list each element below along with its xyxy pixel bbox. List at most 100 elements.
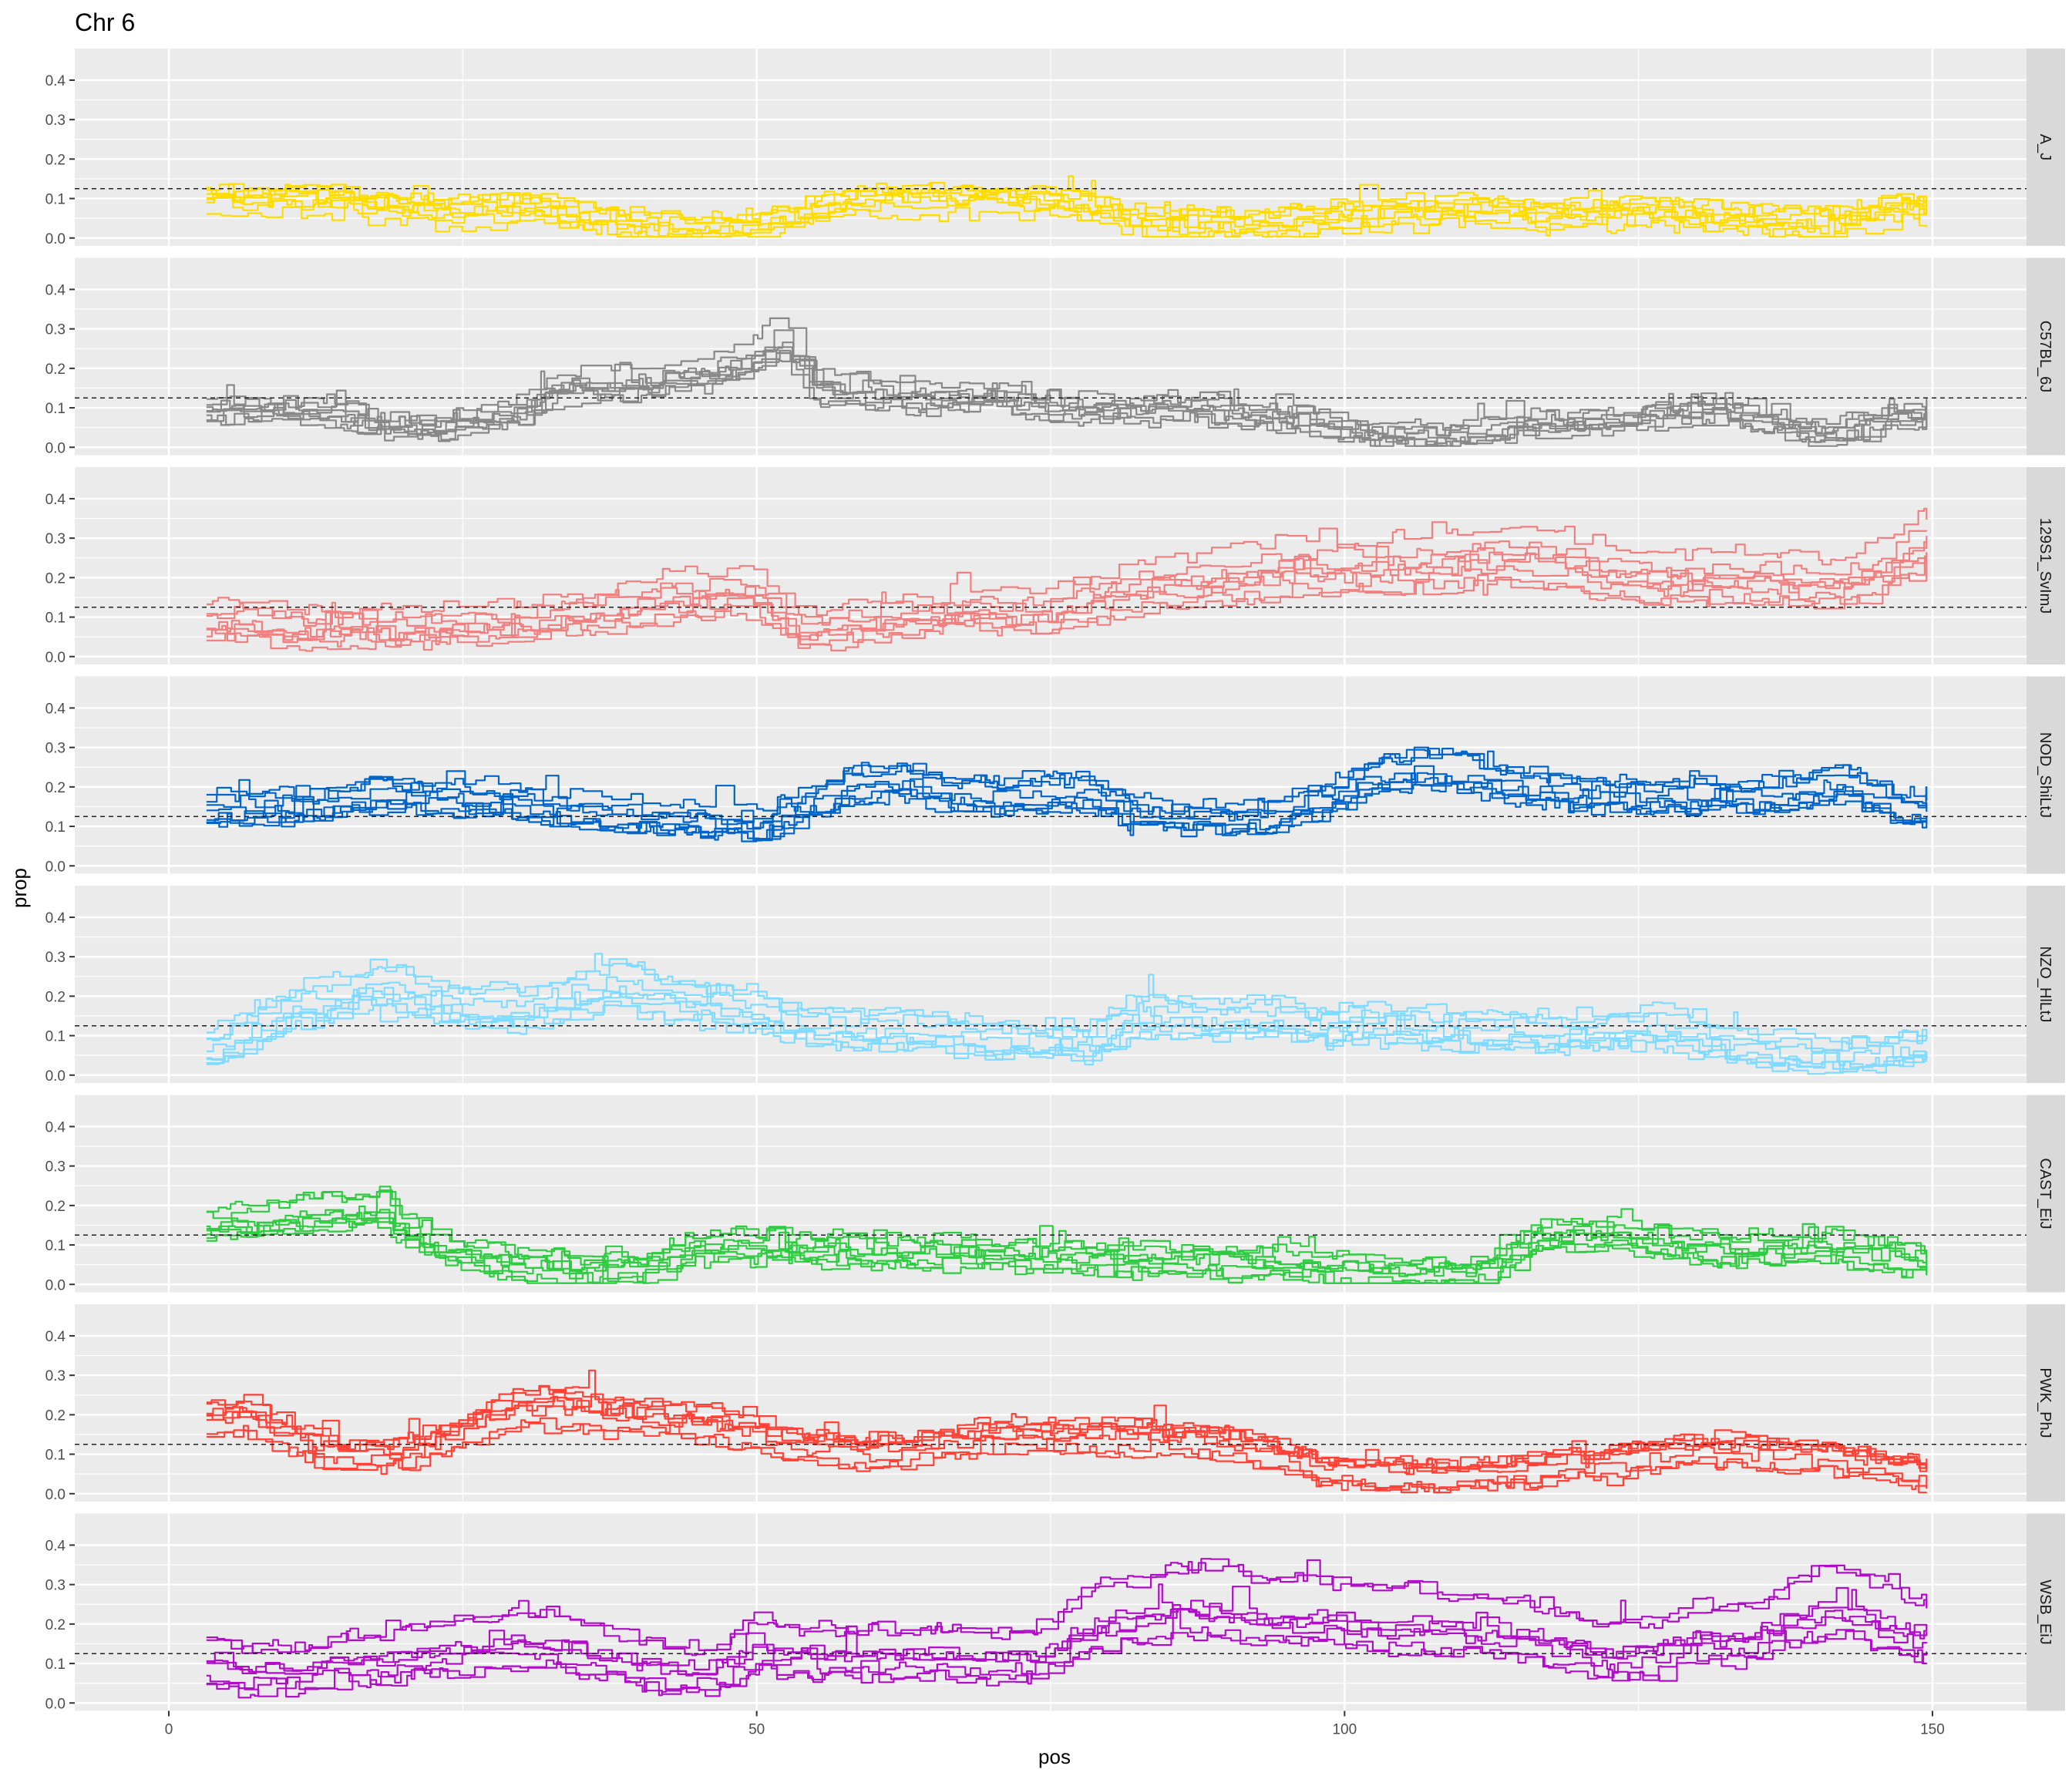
y-tick-label: 0.1 — [45, 1448, 66, 1464]
series-line-a_j — [206, 175, 1928, 224]
series-line-cast_eij — [206, 1210, 1928, 1277]
y-tick-label: 0.2 — [45, 1617, 66, 1633]
series-line-a_j — [206, 188, 1928, 238]
y-tick-label: 0.0 — [45, 1487, 66, 1503]
series-line-wsb_eij — [206, 1608, 1928, 1674]
y-tick-label: 0.3 — [45, 1368, 66, 1384]
series-line-129s1_svimj — [206, 568, 1928, 652]
facet-strip — [2027, 1095, 2065, 1293]
y-tick-label: 0.1 — [45, 1657, 66, 1673]
series-line-cast_eij — [206, 1217, 1928, 1284]
series-line-pwk_phj — [206, 1395, 1928, 1469]
series-line-129s1_svimj — [206, 530, 1928, 626]
y-tick-label: 0.3 — [45, 531, 66, 547]
facet-strip — [2027, 49, 2065, 246]
facet-strip — [2027, 467, 2065, 664]
series-line-a_j — [206, 199, 1928, 238]
chart-title: Chr 6 — [75, 8, 135, 36]
series-line-pwk_phj — [206, 1393, 1928, 1472]
y-tick-label: 0.0 — [45, 440, 66, 456]
series-line-c57bl_6j — [206, 359, 1928, 447]
y-tick-label: 0.2 — [45, 989, 66, 1005]
facet-panels: 0.0 0.1 0.2 0.3 0.4 A_J 0.0 0.1 0.2 0.3 0.4 C57BL_6… — [45, 49, 2065, 1712]
facet-label: C57BL_6J — [2037, 321, 2054, 392]
y-tick-label: 0.0 — [45, 1068, 66, 1085]
x-tick-label: 50 — [748, 1722, 765, 1738]
facet-label: A_J — [2037, 134, 2054, 160]
y-tick-label: 0.2 — [45, 570, 66, 587]
series-line-nod_shiltj — [206, 772, 1928, 840]
series-line-a_j — [206, 191, 1928, 234]
x-tick-label: 150 — [1920, 1722, 1945, 1738]
y-tick-label: 0.2 — [45, 780, 66, 796]
y-tick-label: 0.2 — [45, 1408, 66, 1424]
series-line-a_j — [206, 191, 1928, 237]
y-tick-label: 0.0 — [45, 1696, 66, 1712]
y-tick-label: 0.3 — [45, 1159, 66, 1176]
y-tick-label: 0.1 — [45, 1238, 66, 1254]
x-axis-title: pos — [1038, 1745, 1071, 1768]
facet-label: NOD_ShiLtJ — [2037, 732, 2054, 818]
facet-strip — [2027, 1513, 2065, 1711]
series-line-nod_shiltj — [206, 782, 1928, 842]
y-tick-label: 0.2 — [45, 1199, 66, 1215]
y-axis-title: prop — [8, 868, 31, 908]
y-tick-label: 0.4 — [45, 1119, 66, 1135]
y-tick-label: 0.3 — [45, 322, 66, 338]
y-tick-label: 0.4 — [45, 1329, 66, 1345]
series-line-129s1_svimj — [206, 555, 1928, 648]
panel-c57bl_6j: 0.0 0.1 0.2 0.3 0.4 C57BL_6J — [45, 257, 2065, 456]
facet-strip — [2027, 1304, 2065, 1502]
series-line-129s1_svimj — [206, 507, 1928, 617]
series-line-pwk_phj — [206, 1369, 1928, 1475]
series-line-a_j — [206, 192, 1928, 238]
series-line-nod_shiltj — [206, 746, 1928, 812]
panel-cast_eij: 0.0 0.1 0.2 0.3 0.4 CAST_EiJ — [45, 1095, 2065, 1293]
series-line-cast_eij — [206, 1186, 1928, 1270]
y-tick-label: 0.0 — [45, 859, 66, 875]
y-tick-label: 0.3 — [45, 741, 66, 757]
y-tick-label: 0.2 — [45, 362, 66, 378]
panel-pwk_phj: 0.0 0.1 0.2 0.3 0.4 PWK_PhJ — [45, 1304, 2065, 1503]
y-tick-label: 0.0 — [45, 650, 66, 666]
series-line-129s1_svimj — [206, 536, 1928, 641]
y-tick-label: 0.4 — [45, 701, 66, 717]
y-tick-label: 0.4 — [45, 282, 66, 298]
series-line-nzo_hlltj — [206, 992, 1928, 1069]
panel-nzo_hlltj: 0.0 0.1 0.2 0.3 0.4 NZO_HlLtJ — [45, 886, 2065, 1085]
panel-nod_shiltj: 0.0 0.1 0.2 0.3 0.4 NOD_ShiLtJ — [45, 676, 2065, 875]
series-line-c57bl_6j — [206, 349, 1928, 431]
facet-label: 129S1_SvImJ — [2037, 518, 2054, 614]
series-line-wsb_eij — [206, 1603, 1928, 1676]
y-tick-label: 0.3 — [45, 1578, 66, 1594]
panel-a_j: 0.0 0.1 0.2 0.3 0.4 A_J — [45, 49, 2065, 247]
series-line-wsb_eij — [206, 1558, 1928, 1654]
series-line-nzo_hlltj — [206, 953, 1928, 1044]
y-tick-label: 0.4 — [45, 910, 66, 927]
series-line-nod_shiltj — [206, 765, 1928, 829]
y-tick-label: 0.4 — [45, 492, 66, 508]
y-tick-label: 0.1 — [45, 192, 66, 208]
y-tick-label: 0.1 — [45, 610, 66, 627]
series-line-nzo_hlltj — [206, 995, 1928, 1075]
y-tick-label: 0.1 — [45, 1029, 66, 1045]
y-tick-label: 0.1 — [45, 819, 66, 836]
series-line-c57bl_6j — [206, 346, 1928, 443]
series-line-wsb_eij — [206, 1604, 1928, 1699]
y-tick-label: 0.3 — [45, 950, 66, 966]
series-line-cast_eij — [206, 1217, 1928, 1284]
y-tick-label: 0.2 — [45, 152, 66, 168]
series-line-pwk_phj — [206, 1390, 1928, 1469]
series-line-pwk_phj — [206, 1421, 1928, 1494]
y-tick-label: 0.4 — [45, 1538, 66, 1554]
series-line-wsb_eij — [206, 1629, 1928, 1697]
facet-label: CAST_EiJ — [2037, 1158, 2054, 1229]
facet-strip — [2027, 886, 2065, 1083]
y-tick-label: 0.0 — [45, 231, 66, 247]
facet-strip — [2027, 257, 2065, 456]
x-tick-label: 0 — [165, 1722, 173, 1738]
facet-label: PWK_PhJ — [2037, 1367, 2054, 1438]
series-line-c57bl_6j — [206, 352, 1928, 447]
y-tick-label: 0.4 — [45, 73, 66, 89]
